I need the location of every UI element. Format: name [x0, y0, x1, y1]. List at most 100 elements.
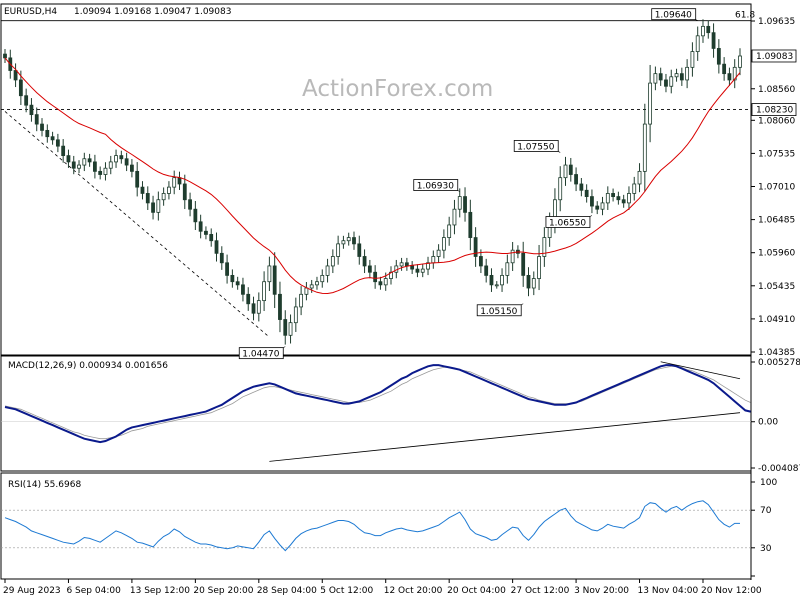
- annotation-box: [513, 140, 559, 152]
- price-tick-label: 1.07535: [758, 149, 795, 159]
- annotation-box: [651, 8, 697, 21]
- candle-body: [309, 284, 314, 289]
- candle-body: [246, 293, 251, 305]
- time-tick-label: 29 Aug 2023: [3, 586, 61, 596]
- candle-body: [505, 262, 510, 276]
- candle-body: [367, 265, 372, 273]
- price-tick-label: 1.05435: [758, 282, 795, 292]
- candle-body: [130, 164, 134, 172]
- annotation-box: [238, 347, 284, 360]
- candle-body: [336, 243, 341, 257]
- candle-body: [209, 234, 214, 242]
- candle-body: [510, 249, 515, 264]
- candle-body: [574, 174, 578, 185]
- candle-body: [420, 268, 425, 273]
- macd-tick-label: 0.00: [758, 418, 778, 428]
- price-panel: 61.8 1.09640 1.07550 1.06930 1.06550 1.05150 1…: [1, 8, 755, 360]
- candle-body: [727, 73, 732, 81]
- rsi-panel-frame: [0, 472, 752, 580]
- candle-body: [219, 252, 224, 264]
- candle-body: [732, 66, 737, 81]
- candle-body: [537, 256, 541, 279]
- candle-body: [177, 177, 182, 185]
- candle-body: [299, 293, 304, 308]
- candle-body: [315, 281, 319, 286]
- candle-body: [722, 63, 727, 75]
- candle-body: [114, 155, 118, 163]
- last-price-tag: [751, 49, 797, 63]
- rsi-title: RSI(14) 55.6968: [8, 480, 81, 490]
- watermark: ActionForex.com: [302, 76, 493, 102]
- candle-body: [521, 252, 526, 276]
- price-tick-label: 1.05960: [758, 249, 795, 259]
- macd-tick-label: -0.004087: [758, 464, 800, 474]
- candle-body: [563, 164, 568, 179]
- candle-body: [500, 274, 504, 286]
- candle-body: [383, 278, 388, 286]
- candle-body: [415, 268, 420, 273]
- macd-resistance-trendline: [660, 361, 741, 380]
- level-price-tag: [751, 103, 797, 116]
- candle-body: [404, 262, 409, 267]
- time-tick-label: 20 Nov 12:00: [701, 586, 762, 596]
- candle-body: [378, 281, 383, 286]
- candle-body: [256, 300, 261, 314]
- price-tick-label: 1.04385: [758, 348, 795, 358]
- candle-body: [468, 211, 473, 238]
- candle-body: [441, 237, 446, 251]
- candle-body: [605, 193, 610, 204]
- candle-body: [679, 73, 684, 81]
- candle-body: [98, 170, 103, 175]
- candle-body: [288, 322, 293, 336]
- candle-body: [34, 114, 39, 125]
- time-tick-label: 28 Sep 04:00: [257, 586, 317, 596]
- candle-body: [711, 32, 716, 49]
- candle-body: [235, 281, 240, 286]
- annotation-label: 1.05150: [480, 307, 517, 317]
- candle-body: [262, 281, 267, 302]
- candle-body: [18, 79, 23, 97]
- candle-body: [283, 319, 288, 336]
- ohlc-readout: 1.09094 1.09168 1.09047 1.09083: [74, 7, 231, 17]
- candle-body: [590, 196, 594, 207]
- candle-body: [119, 155, 124, 160]
- level-price-tag-label: 1.08230: [756, 106, 793, 116]
- candle-body: [463, 196, 467, 213]
- candle-body: [267, 265, 272, 283]
- candle-body: [241, 284, 245, 295]
- candle-body: [494, 284, 499, 287]
- candle-body: [341, 240, 346, 245]
- candle-body: [145, 193, 150, 204]
- candle-body: [637, 170, 642, 185]
- candle-body: [642, 123, 647, 172]
- candle-body: [140, 186, 145, 194]
- candle-body: [3, 53, 7, 59]
- candle-body: [399, 262, 404, 267]
- candle-body: [24, 95, 29, 106]
- price-tick-label: 1.06485: [758, 216, 795, 226]
- candle-body: [230, 274, 235, 283]
- candle-body: [193, 208, 198, 223]
- candle-body: [325, 265, 330, 276]
- candle-body: [695, 35, 700, 52]
- annotation-box: [545, 216, 591, 228]
- candle-body: [362, 256, 367, 267]
- axes: 1.09635 1.08560 1.08060 1.07535 1.07010 1.064…: [3, 17, 800, 596]
- candle-body: [489, 274, 494, 286]
- candle-body: [426, 262, 430, 270]
- candle-body: [92, 161, 97, 172]
- annotation-label: 1.06550: [549, 219, 586, 229]
- candle-body: [690, 51, 695, 68]
- rsi-tick-label: 30: [760, 544, 772, 554]
- candle-body: [611, 193, 615, 197]
- last-price-tag-label: 1.09083: [756, 52, 793, 62]
- rsi-tick-label: 100: [760, 478, 777, 488]
- moving-average-line: [4, 57, 741, 295]
- candle-body: [584, 189, 589, 197]
- annotation-label: 1.04470: [242, 350, 279, 360]
- candle-body: [653, 73, 658, 84]
- candle-body: [452, 208, 457, 226]
- candle-body: [156, 199, 161, 213]
- candle-body: [457, 196, 462, 210]
